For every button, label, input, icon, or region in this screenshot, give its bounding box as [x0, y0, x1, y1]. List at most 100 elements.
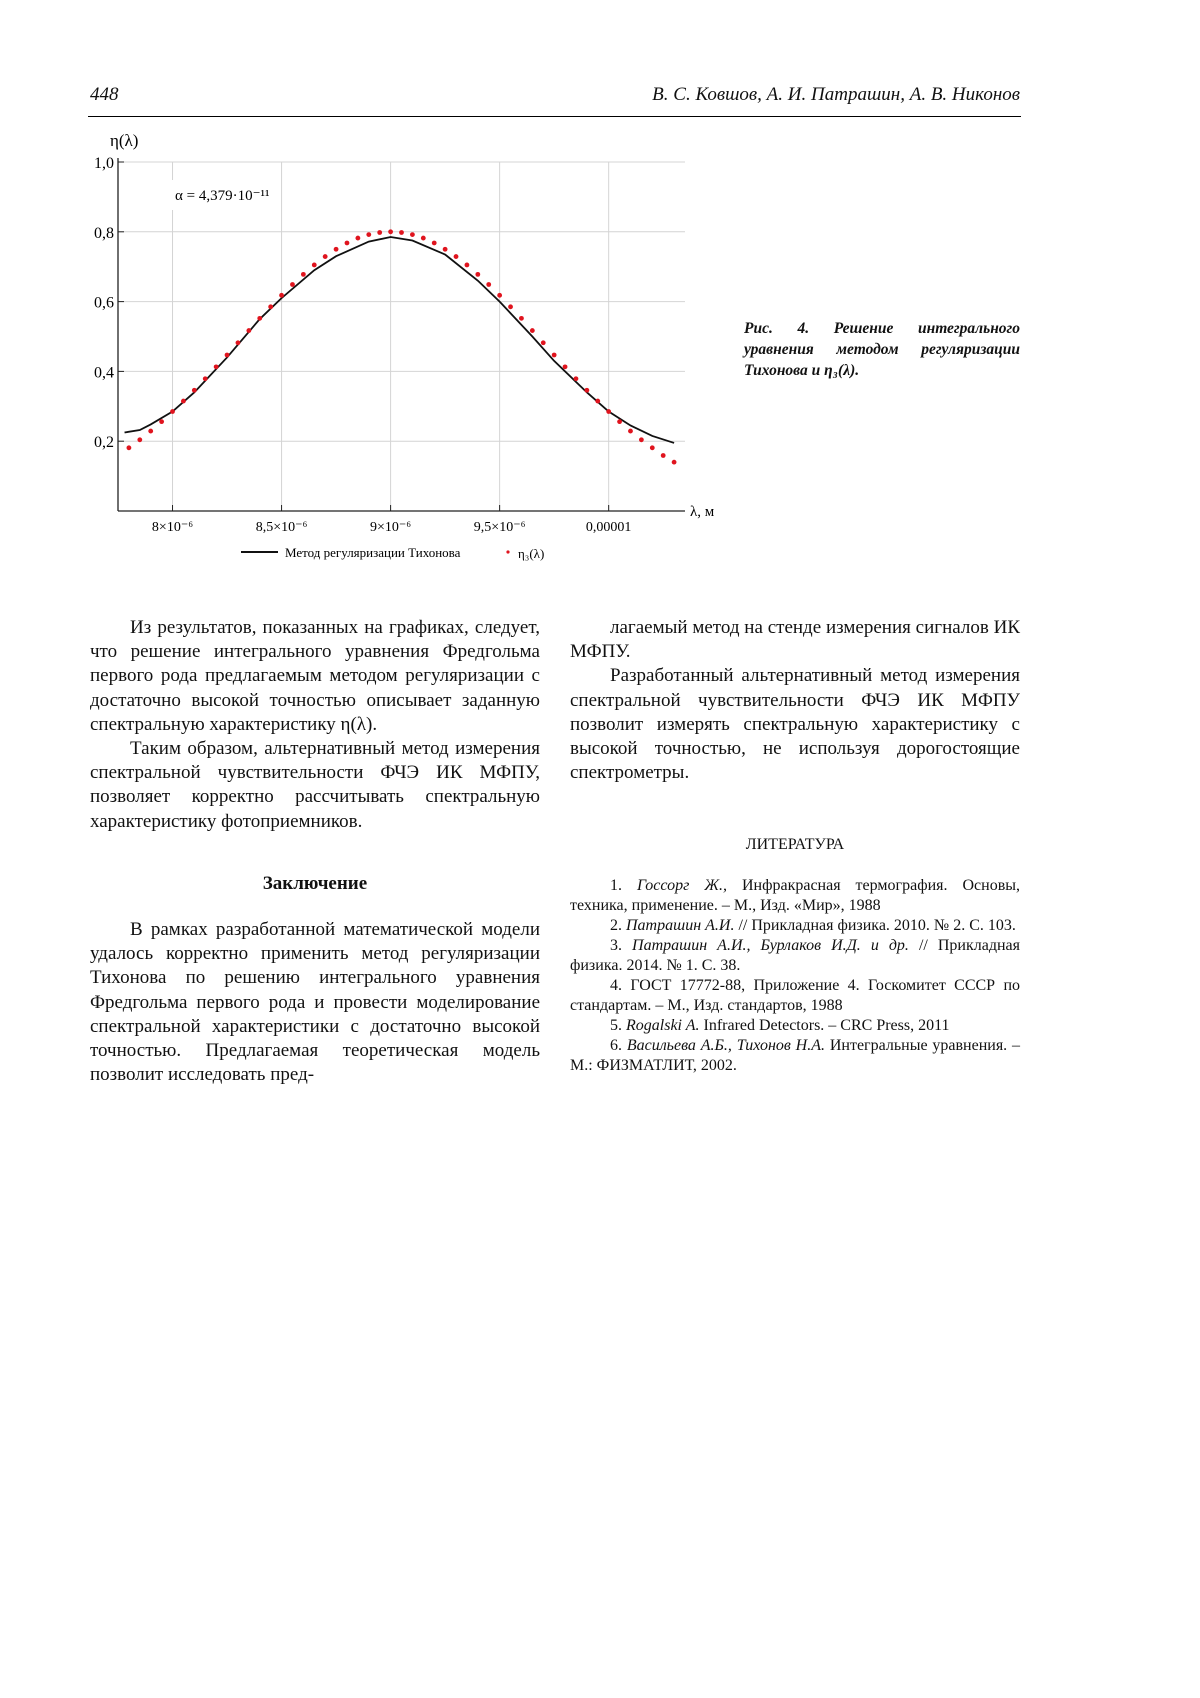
- y-axis-label: η(λ): [110, 131, 138, 150]
- reference-authors: Патрашин А.И.: [626, 917, 734, 934]
- chart-axes: 8×10⁻⁶8,5×10⁻⁶9×10⁻⁶9,5×10⁻⁶0,000010,20,…: [94, 155, 685, 535]
- reference-number: 4.: [610, 977, 630, 994]
- references-heading: ЛИТЕРАТУРА: [570, 833, 1020, 857]
- legend-label-eta3: η₃(λ): [518, 546, 544, 561]
- eta3-point: [388, 229, 393, 234]
- eta3-point: [366, 232, 371, 237]
- reference-number: 5.: [610, 1017, 626, 1034]
- paragraph: лагаемый метод на стенде измерения сигна…: [570, 616, 1020, 664]
- reference-number: 1.: [610, 877, 637, 894]
- eta3-point: [584, 388, 589, 393]
- eta3-point: [323, 254, 328, 259]
- eta3-point: [355, 236, 360, 241]
- eta3-point: [661, 453, 666, 458]
- paragraph: В рамках разработанной математической мо…: [90, 918, 540, 1087]
- eta3-point: [443, 247, 448, 252]
- eta3-point: [508, 304, 513, 309]
- y-tick-label: 0,2: [94, 434, 114, 451]
- references-list: 1. Госсорг Ж., Инфракрасная термография.…: [570, 876, 1020, 1076]
- eta3-point: [257, 316, 262, 321]
- eta3-point: [268, 304, 273, 309]
- reference-text: Infrared Detectors. – CRC Press, 2011: [699, 1017, 949, 1034]
- y-tick-label: 1,0: [94, 155, 114, 172]
- caption-prefix: Рис. 4.: [744, 320, 809, 337]
- y-tick-label: 0,4: [94, 364, 114, 381]
- reference-text: // Прикладная физика. 2010. № 2. С. 103.: [734, 917, 1015, 934]
- x-tick-label: 9,5×10⁻⁶: [474, 520, 526, 535]
- eta3-point: [563, 364, 568, 369]
- reference-item: 1. Госсорг Ж., Инфракрасная термография.…: [570, 876, 1020, 916]
- eta3-point: [432, 241, 437, 246]
- reference-authors: Васильева А.Б., Тихонов Н.А.: [627, 1037, 825, 1054]
- eta3-point: [465, 263, 470, 268]
- right-column: лагаемый метод на стенде измерения сигна…: [570, 616, 1020, 1076]
- eta3-point: [334, 247, 339, 252]
- eta3-point: [606, 409, 611, 414]
- eta3-point: [399, 230, 404, 235]
- eta3-point: [486, 282, 491, 287]
- legend: Метод регуляризации Тихонова η₃(λ): [241, 545, 544, 561]
- eta3-point: [301, 272, 306, 277]
- eta3-point: [159, 419, 164, 424]
- eta3-point: [192, 388, 197, 393]
- eta3-point: [345, 241, 350, 246]
- figure-chart: 8×10⁻⁶8,5×10⁻⁶9×10⁻⁶9,5×10⁻⁶0,000010,20,…: [0, 0, 1200, 580]
- eta3-point: [497, 293, 502, 298]
- reference-text: ГОСТ 17772-88, Приложение 4. Госкомитет …: [570, 977, 1020, 1014]
- legend-point-swatch: [506, 550, 509, 553]
- eta3-point: [628, 429, 633, 434]
- eta3-point: [650, 445, 655, 450]
- paragraph: Из результатов, показанных на графиках, …: [90, 616, 540, 737]
- conclusion-heading: Заключение: [90, 872, 540, 896]
- reference-authors: Патрашин А.И., Бурлаков И.Д. и др.: [632, 937, 909, 954]
- tikhonov-line: [125, 237, 675, 443]
- figure-caption: Рис. 4. Решение интегрального уравнения …: [744, 318, 1020, 381]
- reference-item: 2. Патрашин А.И. // Прикладная физика. 2…: [570, 916, 1020, 936]
- eta3-point: [530, 328, 535, 333]
- eta3-point: [421, 236, 426, 241]
- x-tick-label: 0,00001: [586, 520, 632, 535]
- alpha-annotation: α = 4,379·10⁻¹¹: [175, 188, 269, 204]
- eta3-point: [519, 316, 524, 321]
- reference-item: 3. Патрашин А.И., Бурлаков И.Д. и др. //…: [570, 936, 1020, 976]
- reference-authors: Rogalski A.: [626, 1017, 699, 1034]
- x-axis-label: λ, м: [690, 504, 715, 520]
- legend-label-tikhonov: Метод регуляризации Тихонова: [285, 545, 461, 560]
- eta3-point: [214, 364, 219, 369]
- eta3-point: [127, 445, 132, 450]
- chart-marks: [125, 229, 677, 464]
- reference-item: 4. ГОСТ 17772-88, Приложение 4. Госкомит…: [570, 976, 1020, 1016]
- eta3-point: [541, 340, 546, 345]
- eta3-point: [246, 328, 251, 333]
- eta3-point: [181, 399, 186, 404]
- eta3-point: [377, 230, 382, 235]
- reference-authors: Госсорг Ж.,: [637, 877, 727, 894]
- eta3-point: [137, 437, 142, 442]
- y-tick-label: 0,6: [94, 295, 114, 312]
- eta3-point: [475, 272, 480, 277]
- reference-item: 5. Rogalski A. Infrared Detectors. – CRC…: [570, 1016, 1020, 1036]
- reference-number: 6.: [610, 1037, 627, 1054]
- paragraph: Разработанный альтернативный метод измер…: [570, 664, 1020, 785]
- eta3-point: [279, 293, 284, 298]
- paragraph: Таким образом, альтернативный метод изме…: [90, 737, 540, 834]
- eta3-point: [225, 353, 230, 358]
- eta3-point: [552, 353, 557, 358]
- reference-item: 6. Васильева А.Б., Тихонов Н.А. Интеграл…: [570, 1036, 1020, 1076]
- chart-grid: [118, 162, 685, 511]
- eta3-point: [290, 282, 295, 287]
- x-tick-label: 8×10⁻⁶: [152, 520, 193, 535]
- eta3-point: [170, 409, 175, 414]
- eta3-point: [148, 429, 153, 434]
- reference-number: 2.: [610, 917, 626, 934]
- eta3-point: [617, 419, 622, 424]
- eta3-point: [639, 437, 644, 442]
- eta3-point: [236, 340, 241, 345]
- eta3-point: [672, 460, 677, 465]
- x-tick-label: 8,5×10⁻⁶: [256, 520, 308, 535]
- eta3-point: [312, 263, 317, 268]
- eta3-point: [203, 376, 208, 381]
- left-column: Из результатов, показанных на графиках, …: [90, 616, 540, 1087]
- y-tick-label: 0,8: [94, 225, 114, 242]
